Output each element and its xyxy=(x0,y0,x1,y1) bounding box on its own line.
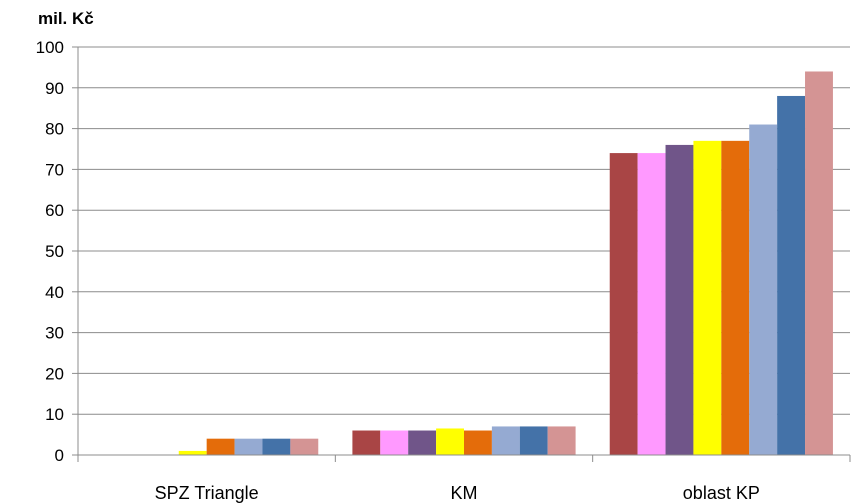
category-labels: SPZ Triangle KM oblast KP xyxy=(155,483,760,503)
bar xyxy=(491,426,520,455)
bar xyxy=(693,140,722,455)
bar xyxy=(178,450,207,455)
axes xyxy=(77,47,851,462)
bar xyxy=(464,430,492,455)
bar xyxy=(609,153,638,455)
bar xyxy=(436,428,464,455)
bars xyxy=(178,71,833,456)
category-label: KM xyxy=(451,483,478,503)
y-tick-label: 100 xyxy=(36,38,64,57)
y-tick-label: 60 xyxy=(45,201,64,220)
bar xyxy=(206,438,235,455)
bar xyxy=(290,438,319,455)
y-tick-label: 0 xyxy=(55,446,64,465)
bar xyxy=(519,426,548,455)
y-tick-label: 30 xyxy=(45,324,64,343)
bar xyxy=(749,124,778,456)
bar xyxy=(352,430,381,455)
y-tick-label: 80 xyxy=(45,120,64,139)
bar xyxy=(380,430,409,455)
bar xyxy=(234,438,263,455)
y-axis-unit-label: mil. Kč xyxy=(38,9,94,28)
y-tick-label: 10 xyxy=(45,405,64,424)
category-label: oblast KP xyxy=(683,483,760,503)
bar xyxy=(408,430,437,455)
y-tick-labels: 0 10 20 30 40 50 60 70 80 90 100 xyxy=(36,38,64,465)
bar xyxy=(547,426,576,455)
y-tick-label: 90 xyxy=(45,79,64,98)
bar xyxy=(721,140,750,455)
category-label: SPZ Triangle xyxy=(155,483,259,503)
bar xyxy=(805,71,833,455)
bar xyxy=(777,95,806,456)
y-tick-label: 50 xyxy=(45,242,64,261)
y-tick-label: 40 xyxy=(45,283,64,302)
bar xyxy=(637,153,666,455)
y-tick-label: 20 xyxy=(45,364,64,383)
y-tick-label: 70 xyxy=(45,160,64,179)
bar xyxy=(665,144,694,456)
bar xyxy=(262,438,291,455)
